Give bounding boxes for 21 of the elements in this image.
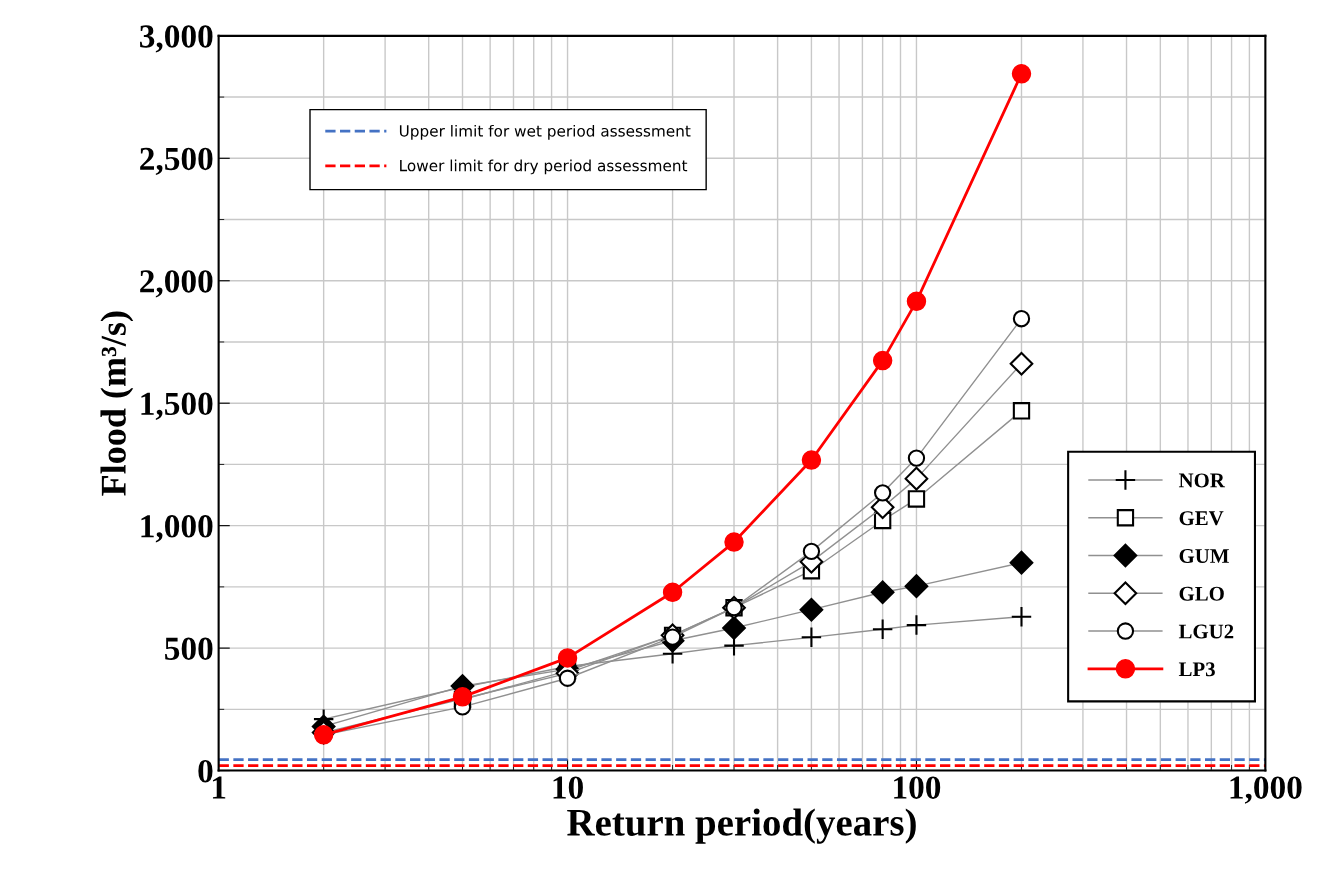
y-axis-title: Flood (m³/s)	[100, 311, 134, 496]
x-tick-label: 10	[553, 776, 583, 799]
legend-label: GLO	[1179, 586, 1224, 601]
x-axis-title: Return period(years)	[567, 808, 916, 844]
y-tick-label: 2,000	[140, 270, 213, 298]
legend-label: Upper limit for wet period assessment	[399, 124, 691, 140]
legend-label: LP3	[1178, 662, 1215, 677]
x-tick-label: 1,000	[1230, 776, 1302, 804]
y-tick-label: 1,000	[141, 515, 213, 543]
x-tick-label: 1	[212, 776, 226, 799]
y-tick-label: 500	[165, 637, 213, 660]
y-tick-label: 1,500	[141, 392, 213, 420]
legend-label: GUM	[1179, 548, 1229, 563]
legend-label: GEV	[1179, 511, 1224, 526]
legend-label: Lower limit for dry period assessment	[400, 159, 688, 175]
y-tick-label: 0	[198, 759, 213, 783]
legend-label: LGU2	[1178, 624, 1234, 639]
legend-label: NOR	[1178, 473, 1226, 488]
y-tick-label: 2,500	[140, 147, 213, 176]
y-tick-label: 3,000	[140, 25, 213, 53]
x-tick-label: 100	[894, 776, 941, 799]
